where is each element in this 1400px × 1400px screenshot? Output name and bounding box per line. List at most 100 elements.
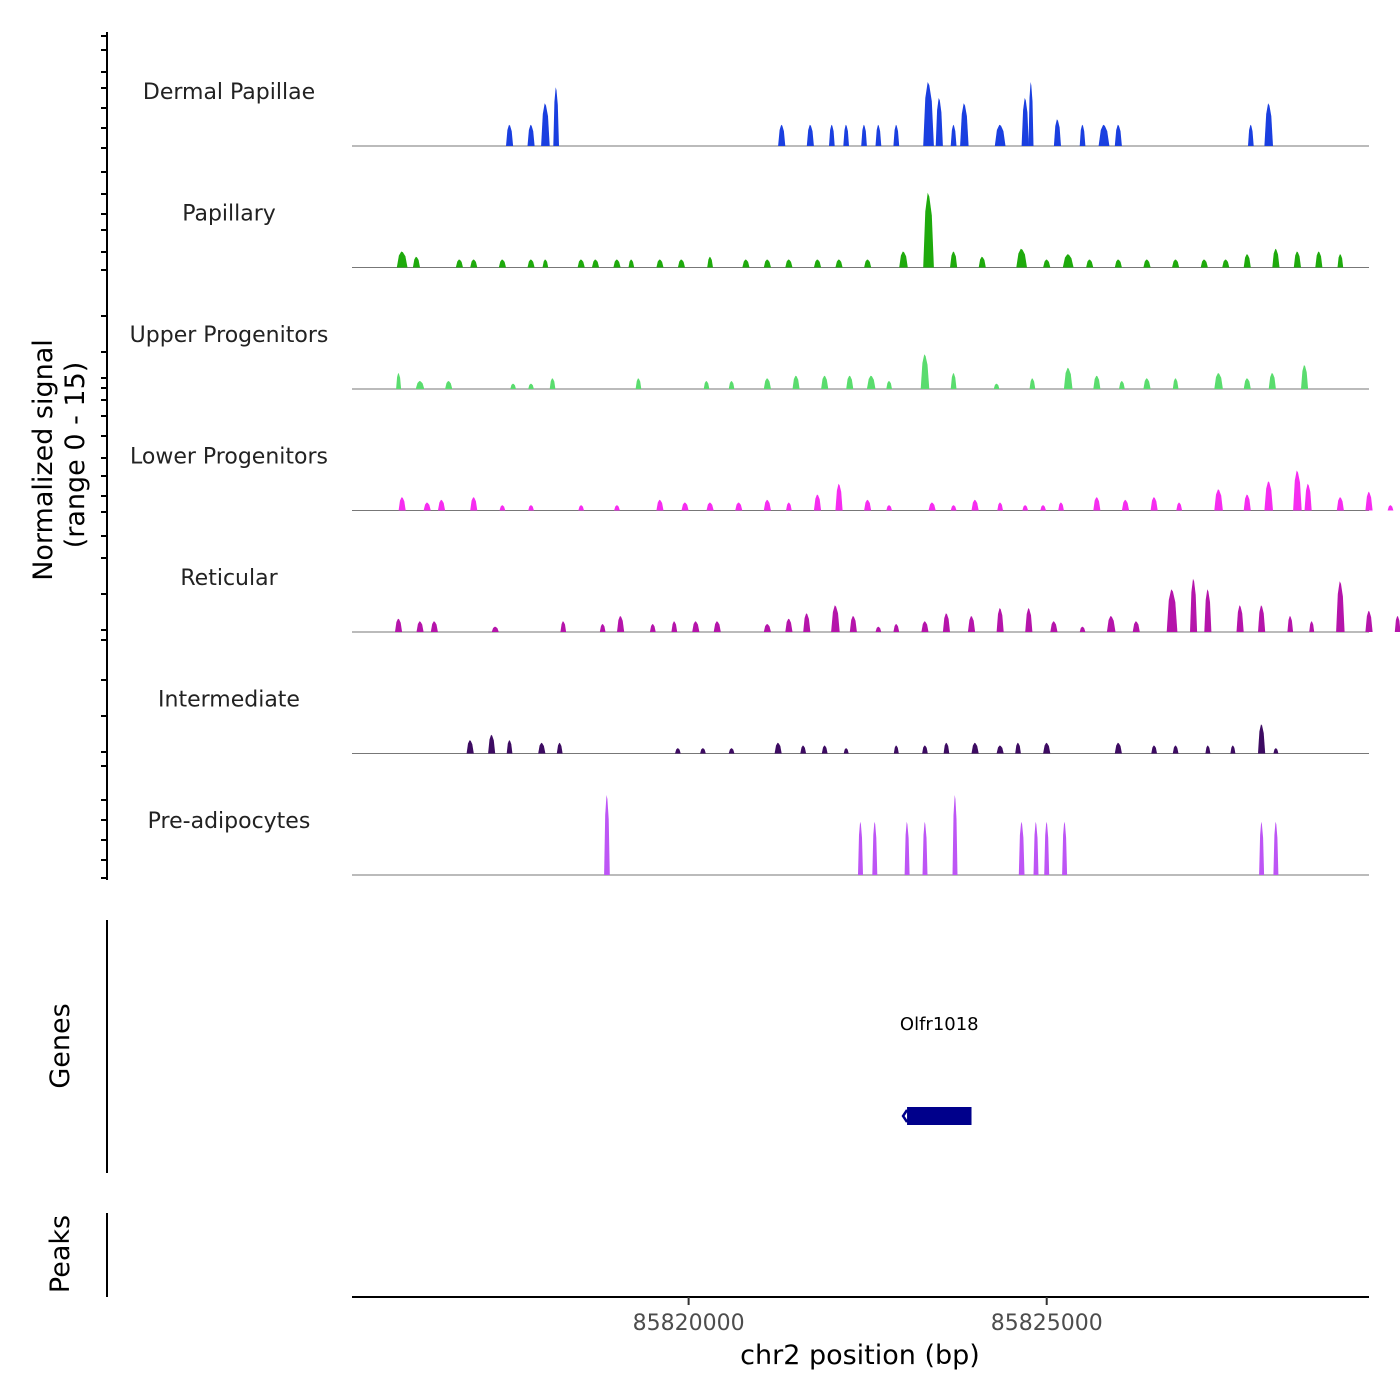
signal-peak — [1176, 502, 1183, 511]
signal-peak — [1236, 605, 1244, 632]
signal-peak — [849, 616, 857, 632]
signal-peak — [437, 499, 446, 511]
signal-peak — [1214, 373, 1223, 389]
signal-peak — [997, 502, 1003, 511]
signal-peak — [1044, 821, 1050, 875]
signal-peak — [835, 483, 843, 511]
signal-peak — [1150, 497, 1158, 511]
signal-peak — [527, 259, 535, 268]
signal-peak — [1143, 378, 1151, 389]
signal-peak — [813, 259, 822, 268]
x-axis: 85820000 85825000 chr2 position (bp) — [352, 1296, 1369, 1371]
signal-peak — [591, 259, 600, 268]
signal-peak — [1394, 616, 1400, 632]
signal-peak — [1243, 378, 1251, 389]
signal-y-ticks — [101, 35, 107, 879]
signal-peak — [1016, 248, 1027, 268]
signal-peak — [1062, 821, 1068, 875]
signal-peak — [861, 124, 867, 146]
signal-peak — [893, 745, 899, 754]
signal-peak — [466, 740, 474, 754]
signal-peak — [1259, 821, 1265, 875]
signal-peak — [1273, 821, 1279, 875]
signal-peak — [1293, 470, 1302, 511]
signal-peak — [1018, 821, 1025, 875]
signal-peak — [578, 505, 584, 511]
signal-peak — [675, 748, 681, 754]
signal-peak — [498, 259, 506, 268]
signal-peak — [635, 378, 642, 389]
signal-peak — [893, 624, 900, 632]
signal-peak — [1230, 745, 1236, 754]
signal-peak — [728, 748, 735, 754]
signal-peak — [835, 259, 843, 268]
signal-peak — [604, 795, 610, 875]
signal-peak — [821, 375, 829, 389]
track-label: Intermediate — [158, 688, 300, 713]
signal-peak — [846, 375, 854, 389]
signal-peak — [971, 742, 979, 754]
gene-strand-arrow — [901, 1109, 909, 1123]
signal-peak — [866, 375, 876, 389]
signal-peak — [1268, 373, 1276, 389]
signal-peak — [1021, 98, 1029, 146]
signal-peak — [829, 124, 835, 146]
signal-peak — [1243, 494, 1251, 511]
signal-peak — [864, 259, 872, 268]
signal-peak — [1093, 375, 1101, 389]
signal-peak — [1043, 259, 1051, 268]
signal-panel: Normalized signal (range 0 - 15) Dermal … — [28, 32, 1400, 880]
signal-peak — [1098, 124, 1110, 146]
signal-peak — [928, 502, 936, 511]
signal-peak — [423, 502, 431, 511]
signal-peak — [950, 373, 957, 389]
signal-peak — [1258, 724, 1266, 754]
signal-peak — [713, 621, 721, 632]
signal-peak — [875, 124, 882, 146]
signal-peak — [412, 256, 420, 268]
signal-ylabel-line2: (range 0 - 15) — [60, 362, 91, 549]
signal-peak — [1086, 259, 1094, 268]
signal-peak — [785, 259, 793, 268]
signal-peak — [921, 621, 929, 632]
signal-peak — [994, 124, 1006, 146]
signal-ylabel-line1: Normalized signal — [28, 339, 59, 581]
signal-peak — [488, 734, 496, 754]
track-label: Lower Progenitors — [130, 445, 328, 470]
signal-peak — [821, 745, 828, 754]
gene-body — [907, 1107, 972, 1125]
signal-peak — [1248, 124, 1254, 146]
signal-peak — [1022, 505, 1029, 511]
signal-peak — [922, 745, 928, 754]
signal-peak — [1304, 483, 1312, 511]
signal-peak — [786, 502, 792, 511]
signal-peak — [1079, 626, 1086, 632]
signal-peak — [785, 618, 793, 632]
signal-peak — [1365, 610, 1373, 632]
signal-peak — [700, 748, 706, 754]
signal-peak — [560, 621, 567, 632]
signal-peak — [922, 821, 928, 875]
signal-peak — [553, 87, 559, 146]
signal-peak — [1093, 497, 1101, 511]
signal-peak — [950, 251, 958, 268]
signal-peak — [445, 381, 453, 389]
signal-peak — [1387, 505, 1394, 511]
signal-peak — [996, 745, 1004, 754]
signal-peak — [960, 103, 969, 146]
signal-peak — [843, 124, 849, 146]
signal-peak — [692, 621, 700, 632]
signal-peak — [763, 624, 771, 632]
signal-peak — [1200, 259, 1208, 268]
signal-peak — [904, 821, 910, 875]
signal-peak — [923, 82, 934, 146]
signal-peak — [942, 613, 950, 632]
signal-peak — [1062, 254, 1074, 268]
signal-peak — [1114, 259, 1122, 268]
signal-peak — [656, 259, 664, 268]
signal-peak — [1264, 481, 1273, 511]
track-label: Pre-adipocytes — [148, 809, 311, 834]
signal-peak — [1063, 367, 1073, 389]
signal-peak — [1114, 742, 1122, 754]
